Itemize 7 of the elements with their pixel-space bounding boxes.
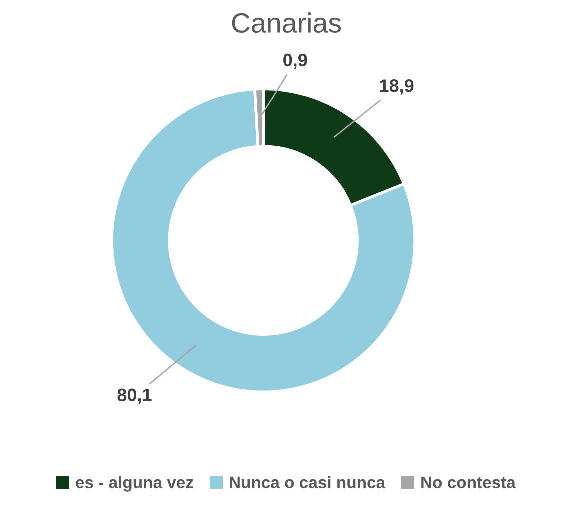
data-label: 0,9	[284, 54, 308, 70]
legend-label: Nunca o casi nunca	[230, 476, 386, 489]
data-label: 80,1	[118, 388, 152, 404]
legend-label: es - alguna vez	[76, 476, 194, 492]
legend-label: No contesta	[422, 476, 516, 489]
chart-title: Canarias	[232, 12, 342, 34]
data-label: 18,9	[380, 80, 414, 95]
